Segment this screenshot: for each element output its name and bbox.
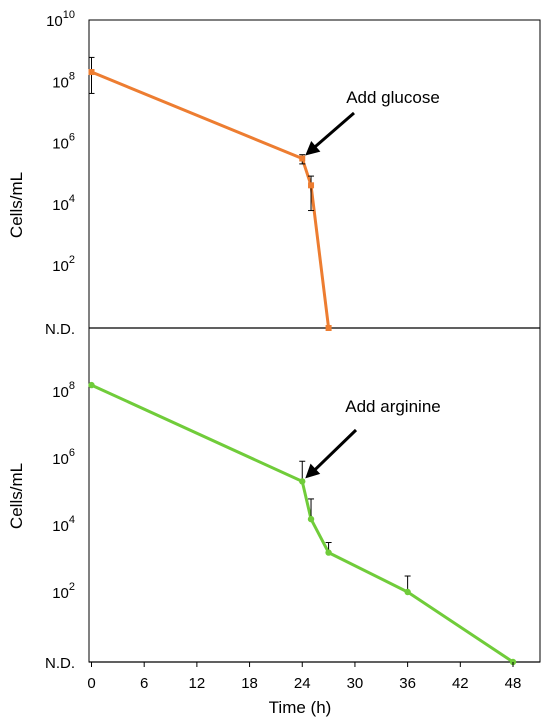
y-tick-label: 102 [52, 254, 75, 275]
x-tick-label: 24 [294, 675, 311, 692]
x-tick-label: 0 [87, 675, 95, 692]
y-tick-exponent: 10 [63, 9, 75, 21]
annotation-label: Add arginine [345, 397, 440, 416]
y-tick-base: 10 [52, 585, 69, 602]
series-line [90, 383, 514, 664]
y-tick-base: 10 [46, 13, 63, 30]
y-tick-exponent: 6 [69, 132, 75, 144]
nd-tick-label: N.D. [45, 321, 75, 338]
y-tick-label: 104 [52, 514, 75, 535]
data-point [299, 478, 306, 485]
y-tick-base: 10 [52, 74, 69, 91]
y-tick-exponent: 4 [69, 193, 75, 205]
y-tick-label: 108 [52, 380, 75, 401]
plot-frame [88, 19, 541, 663]
x-tick-label: 48 [505, 675, 522, 692]
annotation-arrow-head [305, 141, 321, 156]
data-point [299, 155, 306, 162]
annotation-label: Add glucose [346, 88, 440, 107]
data-point [88, 381, 95, 389]
data-point [307, 515, 315, 523]
data-point [88, 69, 95, 76]
annotation-arrow-shaft [313, 428, 358, 472]
y-axis-title: Cells/mL [7, 463, 26, 529]
y-tick-base: 10 [52, 384, 69, 401]
data-point [404, 588, 411, 596]
x-tick-label: 42 [452, 675, 469, 692]
y-tick-exponent: 8 [69, 380, 75, 392]
y-tick-label: 106 [52, 132, 75, 153]
x-tick-label: 36 [399, 675, 416, 692]
y-tick-exponent: 2 [69, 254, 75, 266]
x-axis-title: Time (h) [269, 698, 332, 717]
y-axis-title: Cells/mL [7, 172, 26, 238]
y-tick-label: 104 [52, 193, 75, 214]
data-point [325, 549, 332, 556]
x-tick-label: 12 [189, 675, 206, 692]
series-line [90, 70, 331, 329]
y-tick-label: 106 [52, 447, 75, 468]
y-tick-base: 10 [52, 518, 69, 535]
y-tick-exponent: 2 [69, 581, 75, 593]
data-point [308, 182, 315, 189]
y-tick-base: 10 [52, 451, 69, 468]
y-tick-base: 10 [52, 258, 69, 275]
y-tick-exponent: 6 [69, 447, 75, 459]
y-tick-label: 102 [52, 581, 75, 602]
y-tick-label: 108 [52, 70, 75, 91]
y-tick-exponent: 8 [69, 70, 75, 82]
y-tick-base: 10 [52, 136, 69, 153]
y-tick-exponent: 4 [69, 514, 75, 526]
x-tick-label: 30 [347, 675, 364, 692]
y-tick-label: 1010 [46, 9, 75, 30]
annotation-arrow-shaft [313, 111, 355, 149]
y-tick-base: 10 [52, 197, 69, 214]
nd-tick-label: N.D. [45, 655, 75, 672]
data-point [325, 325, 332, 331]
x-tick-label: 6 [140, 675, 148, 692]
x-tick-label: 18 [241, 675, 258, 692]
annotation-arrow-head [305, 463, 321, 479]
